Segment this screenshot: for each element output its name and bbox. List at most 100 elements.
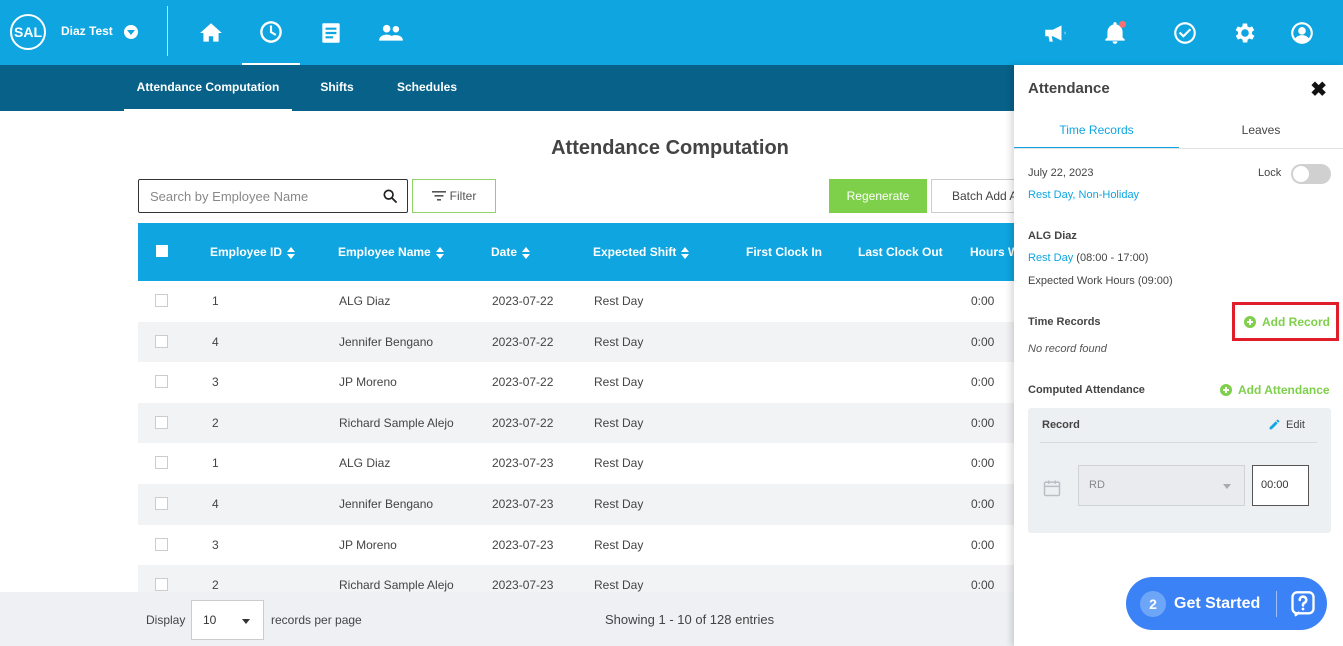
shift-time: (08:00 - 17:00)	[1073, 252, 1149, 264]
row-checkbox[interactable]	[155, 578, 168, 592]
cell-employee-id: 3	[212, 537, 219, 552]
per-page-select[interactable]: 10	[191, 600, 264, 640]
column-last-clock-out: Last Clock Out	[858, 245, 943, 259]
record-divider	[1040, 442, 1317, 443]
column-employee-id[interactable]: Employee ID	[210, 223, 296, 281]
cell-date: 2023-07-22	[492, 375, 554, 390]
regenerate-button[interactable]: Regenerate	[829, 179, 927, 213]
tab-time-records[interactable]: Time Records	[1014, 113, 1179, 149]
get-started-button[interactable]: 2 Get Started	[1126, 577, 1327, 630]
expected-work-hours: Expected Work Hours (09:00)	[1028, 275, 1173, 287]
row-checkbox[interactable]	[155, 334, 168, 348]
row-checkbox[interactable]	[155, 375, 168, 389]
megaphone-icon	[1045, 24, 1066, 42]
sort-icon	[522, 246, 531, 259]
nav-documents[interactable]	[302, 0, 360, 65]
cell-employee-id: 4	[212, 496, 219, 511]
plus-circle-icon	[1244, 316, 1256, 328]
cell-employee-id: 2	[212, 578, 219, 593]
row-checkbox[interactable]	[155, 456, 168, 470]
cell-employee-id: 1	[212, 294, 219, 308]
row-checkbox[interactable]	[155, 537, 168, 551]
display-label: Display	[146, 613, 186, 627]
close-icon[interactable]: ✖	[1310, 79, 1327, 101]
entries-summary: Showing 1 - 10 of 128 entries	[605, 612, 775, 627]
cell-employee-name: Jennifer Bengano	[339, 496, 434, 511]
lock-toggle[interactable]	[1291, 164, 1331, 184]
cell-hours-worked: 0:00	[971, 334, 995, 349]
edit-button[interactable]: Edit	[1268, 418, 1305, 431]
cell-employee-name: Jennifer Bengano	[339, 334, 434, 349]
column-first-clock-in: First Clock In	[746, 245, 823, 259]
nav-divider	[167, 6, 168, 56]
table-header: Employee ID Employee Name Date Expected …	[138, 223, 1052, 281]
add-record-label: Add Record	[1262, 315, 1331, 329]
row-checkbox[interactable]	[155, 496, 168, 510]
get-started-divider	[1276, 590, 1278, 617]
tab-shifts[interactable]: Shifts	[320, 80, 354, 94]
nav-people[interactable]	[362, 0, 420, 65]
time-input[interactable]: 00:00	[1252, 465, 1309, 506]
cell-employee-id: 4	[212, 334, 219, 349]
tasks-button[interactable]	[1156, 0, 1214, 65]
time-records-heading: Time Records	[1028, 316, 1101, 328]
add-attendance-button[interactable]: Add Attendance	[1220, 383, 1330, 397]
company-name[interactable]: Diaz Test	[61, 24, 113, 38]
profile-button[interactable]	[1273, 0, 1331, 65]
tab-leaves[interactable]: Leaves	[1241, 123, 1281, 137]
table-row[interactable]: 1 ALG Diaz 2023-07-23 Rest Day 0:00	[138, 443, 1038, 484]
settings-button[interactable]	[1216, 0, 1274, 65]
cell-employee-name: ALG Diaz	[339, 456, 391, 471]
no-record-message: No record found	[1028, 343, 1107, 355]
search-input[interactable]	[139, 180, 369, 212]
cell-expected-shift: Rest Day	[594, 415, 644, 430]
attendance-code-select[interactable]: RD	[1078, 465, 1245, 506]
nav-home[interactable]	[182, 0, 240, 65]
cell-date: 2023-07-23	[492, 496, 554, 511]
tabs-divider	[1014, 148, 1343, 149]
cell-hours-worked: 0:00	[971, 496, 995, 511]
table-row[interactable]: 3 JP Moreno 2023-07-23 Rest Day 0:00	[138, 525, 1038, 566]
cell-hours-worked: 0:00	[971, 294, 995, 308]
search-icon[interactable]	[382, 188, 398, 204]
announcements-button[interactable]	[1026, 0, 1084, 65]
table-row[interactable]: 4 Jennifer Bengano 2023-07-23 Rest Day 0:00	[138, 483, 1038, 525]
cell-hours-worked: 0:00	[971, 456, 995, 471]
cell-date: 2023-07-22	[492, 415, 554, 430]
notifications-button[interactable]	[1086, 0, 1144, 65]
select-all-checkbox[interactable]	[156, 245, 168, 257]
check-circle-icon	[1174, 21, 1196, 44]
table-row[interactable]: 1 ALG Diaz 2023-07-22 Rest Day 0:00	[138, 281, 1038, 322]
column-employee-name[interactable]: Employee Name	[338, 223, 444, 281]
cell-employee-id: 2	[212, 415, 219, 430]
home-icon	[200, 22, 222, 42]
panel-title: Attendance	[1028, 80, 1110, 97]
add-record-button[interactable]: Add Record	[1244, 315, 1330, 329]
column-expected-shift[interactable]: Expected Shift	[593, 223, 690, 281]
company-logo[interactable]: SAL	[10, 14, 46, 50]
column-date[interactable]: Date	[491, 223, 531, 281]
table-row[interactable]: 3 JP Moreno 2023-07-22 Rest Day 0:00	[138, 362, 1038, 403]
gear-icon	[1235, 22, 1255, 43]
computed-record-card: Record Edit RD 00:00	[1028, 408, 1331, 533]
row-checkbox[interactable]	[155, 415, 168, 429]
table-row[interactable]: 2 Richard Sample Alejo 2023-07-22 Rest Day 0…	[138, 402, 1038, 444]
cell-expected-shift: Rest Day	[594, 578, 644, 593]
tab-schedules[interactable]: Schedules	[396, 80, 458, 94]
bell-icon	[1105, 20, 1127, 44]
get-started-count-badge: 2	[1140, 590, 1166, 617]
row-checkbox[interactable]	[155, 294, 168, 307]
table-body: 1 ALG Diaz 2023-07-22 Rest Day 0:00 4 Jennifer…	[138, 281, 1038, 606]
filter-button[interactable]: Filter	[412, 179, 496, 213]
shift-info: Rest Day (08:00 - 17:00)	[1028, 252, 1148, 264]
tab-attendance-computation[interactable]: Attendance Computation	[124, 65, 292, 111]
shift-name-link[interactable]: Rest Day	[1028, 252, 1074, 264]
table-row[interactable]: 4 Jennifer Bengano 2023-07-22 Rest Day 0:00	[138, 321, 1038, 363]
day-type-link[interactable]: Rest Day, Non-Holiday	[1028, 189, 1140, 201]
cell-expected-shift: Rest Day	[594, 375, 644, 390]
cell-expected-shift: Rest Day	[594, 496, 644, 511]
nav-attendance[interactable]	[242, 0, 300, 65]
cell-hours-worked: 0:00	[971, 578, 995, 593]
cell-expected-shift: Rest Day	[594, 294, 644, 308]
chevron-down-icon[interactable]	[124, 25, 138, 39]
